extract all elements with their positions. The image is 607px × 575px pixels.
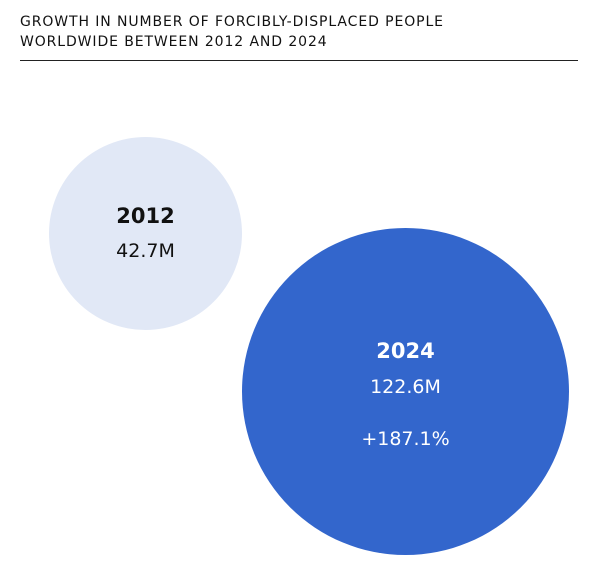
title-divider — [20, 60, 578, 61]
bubble-2024-year-label: 2024 — [376, 339, 435, 363]
bubble-2012: 2012 42.7M — [49, 137, 242, 330]
chart-title: GROWTH IN NUMBER OF FORCIBLY-DISPLACED P… — [20, 12, 580, 52]
bubble-2024: 2024 122.6M +187.1% — [242, 228, 569, 555]
bubble-2024-value-label: 122.6M — [370, 376, 441, 398]
bubble-2012-value-label: 42.7M — [116, 240, 175, 262]
chart-title-line-2: WORLDWIDE BETWEEN 2012 AND 2024 — [20, 34, 328, 50]
bubble-2012-year-label: 2012 — [116, 204, 175, 228]
bubble-2024-change-label: +187.1% — [361, 428, 450, 450]
chart-title-line-1: GROWTH IN NUMBER OF FORCIBLY-DISPLACED P… — [20, 14, 444, 30]
